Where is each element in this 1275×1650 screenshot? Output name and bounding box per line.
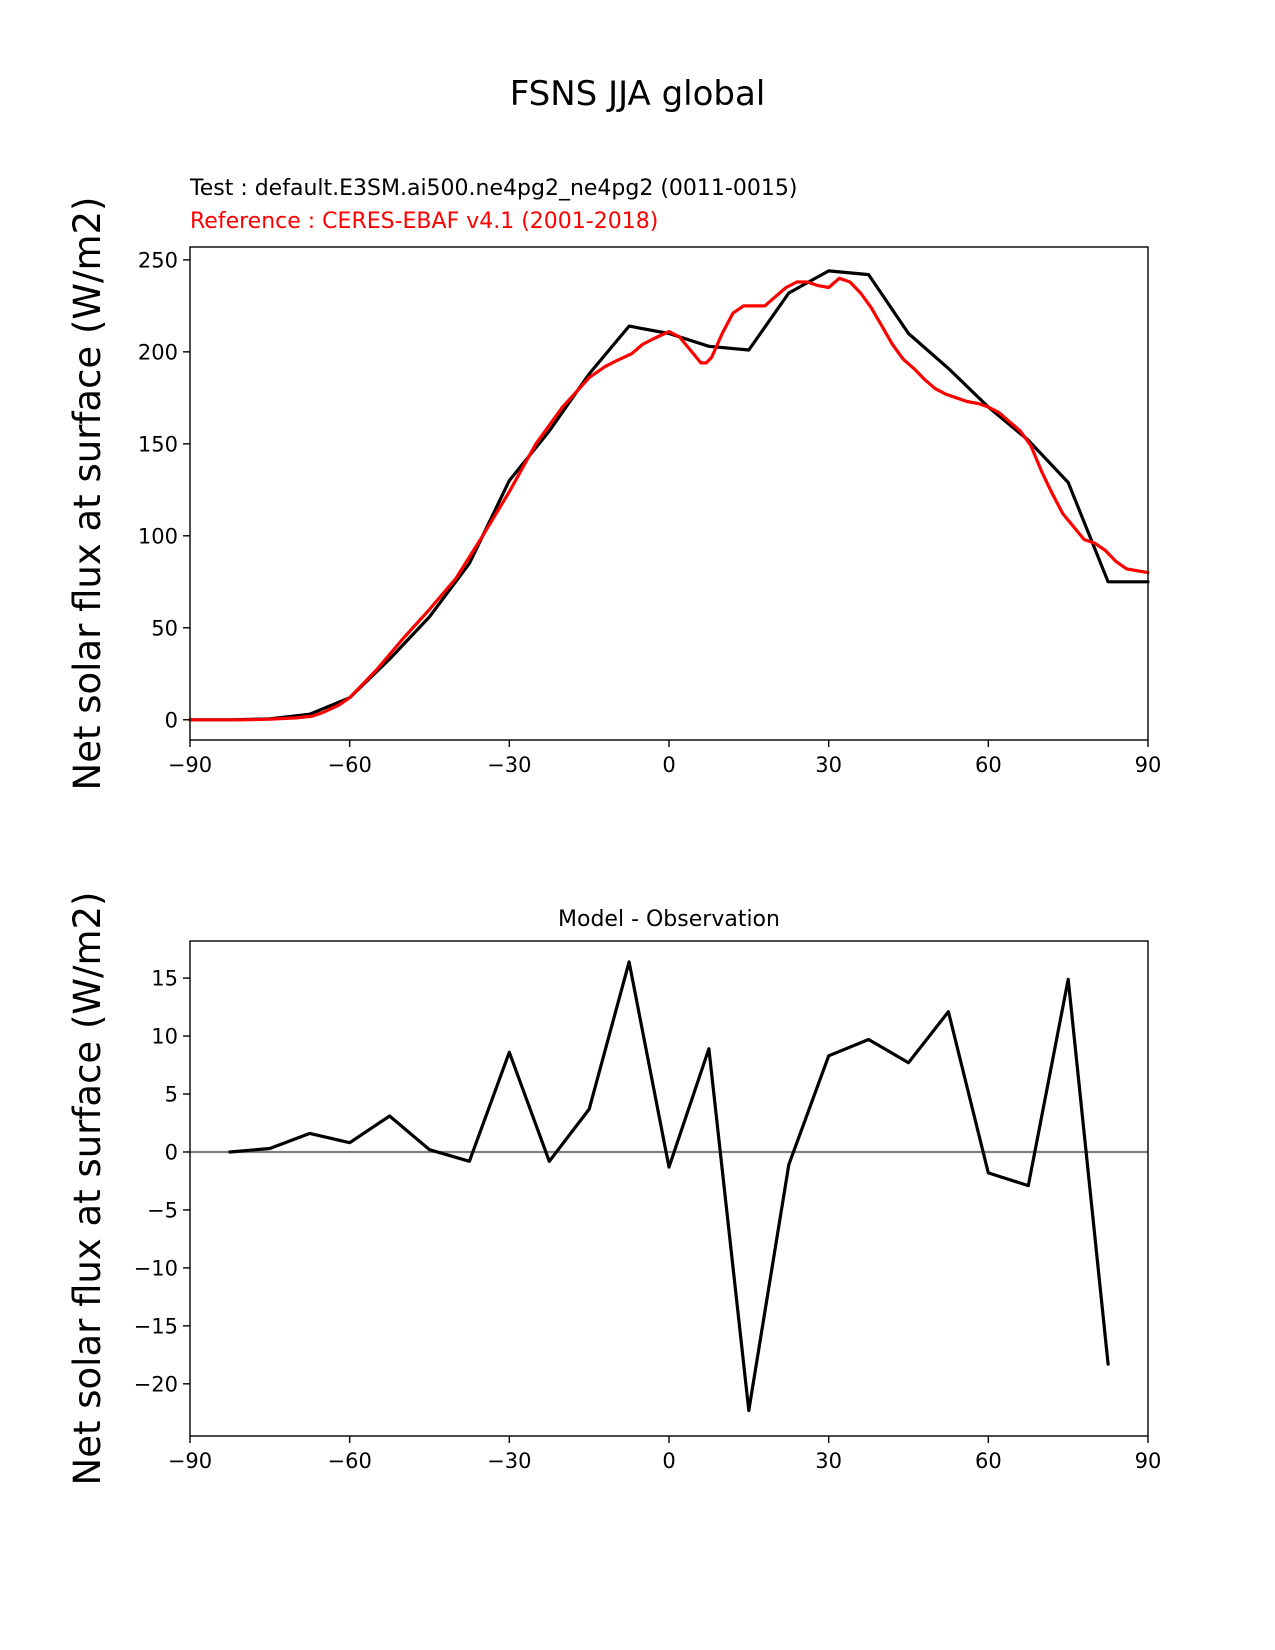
y-tick-label: −20 — [134, 1372, 178, 1396]
y-axis-label: Net solar flux at surface (W/m2) — [66, 197, 109, 791]
x-tick-label: −90 — [168, 1449, 212, 1473]
x-tick-label: 30 — [815, 753, 842, 777]
x-tick-label: −30 — [487, 753, 531, 777]
series-line-1-2 — [188, 276, 1150, 722]
x-tick-label: −30 — [487, 1449, 531, 1473]
y-tick-label: 250 — [138, 248, 178, 272]
reference-legend-text: Reference : CERES-EBAF v4.1 (2001-2018) — [190, 209, 659, 234]
axes-frame — [189, 940, 1149, 1437]
y-axis-label: Net solar flux at surface (W/m2) — [66, 892, 109, 1486]
x-tick-label: 30 — [815, 1449, 842, 1473]
x-tick-label: 60 — [975, 1449, 1002, 1473]
y-tick-label: 0 — [165, 708, 178, 732]
figure-title: FSNS JJA global — [509, 74, 766, 114]
y-tick-label: 150 — [138, 432, 178, 456]
y-tick-label: 100 — [138, 524, 178, 548]
y-tick-label: −15 — [134, 1314, 178, 1338]
x-tick-label: 0 — [662, 753, 675, 777]
chart-panel-2: −90 −60 −30 0 30 60 90 −20 −15 −10 −5 0 5 10 15 Net sol… — [66, 892, 1161, 1486]
series-line-1-1 — [188, 269, 1150, 722]
x-tick-label: 60 — [975, 753, 1002, 777]
y-tick-label: −10 — [134, 1256, 178, 1280]
axes-frame — [189, 246, 1149, 741]
y-tick-label: −5 — [147, 1198, 178, 1222]
x-tick-label: −90 — [168, 753, 212, 777]
y-tick-label: 5 — [165, 1083, 178, 1107]
y-tick-label: 10 — [151, 1025, 178, 1049]
chart-panel-1: −90 −60 −30 0 30 60 90 0 50 100 150 200 250 Net solar… — [66, 197, 1161, 791]
test-legend-text: Test : default.E3SM.ai500.ne4pg2_ne4pg2 … — [190, 176, 798, 201]
x-tick-label: 0 — [662, 1449, 675, 1473]
x-tick-label: 90 — [1135, 1449, 1162, 1473]
panel-title: Model - Observation — [558, 907, 780, 932]
series-line-2-1 — [228, 960, 1110, 1413]
y-tick-label: 200 — [138, 340, 178, 364]
y-tick-label: 0 — [165, 1140, 178, 1164]
x-tick-label: 90 — [1135, 753, 1162, 777]
x-tick-label: −60 — [328, 753, 372, 777]
y-tick-label: 50 — [151, 616, 178, 640]
x-tick-label: −60 — [328, 1449, 372, 1473]
y-tick-label: 15 — [151, 967, 178, 991]
